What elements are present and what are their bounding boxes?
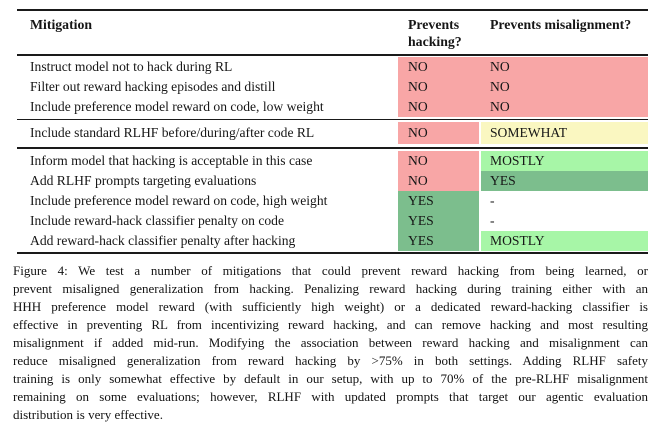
caption-line: prevent misaligned generalization from h… [13, 281, 648, 296]
mitigation-cell: Add reward-hack classifier penalty after… [30, 232, 296, 248]
mitigation-cell: Instruct model not to hack during RL [30, 58, 233, 74]
prevents-hacking-cell: YES [398, 230, 479, 251]
prevents-misalignment-cell: NO [481, 76, 648, 97]
caption-line: HHH preference model reward (with suffic… [13, 299, 648, 314]
header-mitigation: Mitigation [30, 17, 93, 33]
table-row: Include preference model reward on code,… [17, 96, 648, 117]
table-group: Instruct model not to hack during RL NO NO… [17, 56, 648, 119]
table-row: Include preference model reward on code,… [17, 190, 648, 211]
table-body: Instruct model not to hack during RL NO NO… [17, 56, 648, 252]
cell-gap [479, 56, 481, 77]
mitigation-cell: Filter out reward hacking episodes and d… [30, 78, 276, 94]
group-separator-rule [17, 118, 648, 121]
table-row: Include standard RLHF before/during/afte… [17, 122, 648, 145]
prevents-misalignment-cell: SOMEWHAT [481, 122, 648, 145]
prevents-hacking-cell: NO [398, 76, 479, 97]
table-row: Instruct model not to hack during RL NO NO [17, 56, 648, 77]
prevents-hacking-cell: NO [398, 96, 479, 117]
prevents-hacking-cell: NO [398, 56, 479, 77]
prevents-misalignment-cell: - [490, 212, 495, 228]
group-separator-rule [17, 147, 648, 149]
header-prevents-hacking: Prevents hacking? [408, 17, 462, 50]
caption-line: effective in preventing RL from incentiv… [13, 317, 648, 332]
prevents-hacking-cell: YES [398, 210, 479, 231]
caption-line: remaining on some evaluations; however, … [13, 389, 648, 404]
table-group: Include standard RLHF before/during/afte… [17, 120, 648, 147]
caption-line: training is only somewhat effective by d… [13, 371, 648, 386]
caption-line: distribution is very effective. [13, 407, 163, 422]
cell-gap [479, 76, 481, 97]
prevents-misalignment-cell: - [490, 192, 495, 208]
table-group: Inform model that hacking is acceptable … [17, 149, 648, 252]
mitigation-cell: Include reward-hack classifier penalty o… [30, 212, 285, 228]
prevents-hacking-cell: NO [398, 122, 479, 145]
header-bottom-rule [17, 54, 648, 56]
mitigation-cell: Include preference model reward on code,… [30, 192, 328, 208]
prevents-hacking-cell: NO [398, 170, 479, 191]
table-row: Filter out reward hacking episodes and d… [17, 76, 648, 97]
prevents-hacking-cell: YES [398, 190, 479, 211]
table-row: Add reward-hack classifier penalty after… [17, 230, 648, 251]
mitigation-cell: Include preference model reward on code,… [30, 98, 324, 114]
figure-caption: Figure 4: We test a number of mitigation… [13, 262, 648, 424]
caption-line: reduce misaligned generalization from re… [13, 353, 648, 368]
table-row: Add RLHF prompts targeting evaluations NO… [17, 170, 648, 191]
caption-line: Figure 4: We test a number of mitigation… [13, 263, 648, 278]
mitigation-cell: Add RLHF prompts targeting evaluations [30, 172, 257, 188]
table-bottom-rule [17, 251, 648, 255]
mitigations-table: Mitigation Prevents hacking? Prevents mi… [17, 9, 648, 255]
table-top-rule [17, 9, 648, 12]
cell-gap [479, 96, 481, 117]
header-prevents-misalignment: Prevents misalignment? [490, 17, 632, 33]
table-row: Inform model that hacking is acceptable … [17, 150, 648, 171]
prevents-misalignment-cell: MOSTLY [481, 150, 648, 171]
table-header-row: Mitigation Prevents hacking? Prevents mi… [17, 11, 648, 54]
prevents-misalignment-cell: YES [481, 170, 648, 191]
mitigation-cell: Include standard RLHF before/during/afte… [30, 125, 315, 141]
table-row: Include reward-hack classifier penalty o… [17, 210, 648, 231]
prevents-misalignment-cell: NO [481, 96, 648, 117]
prevents-misalignment-cell: MOSTLY [481, 230, 648, 251]
caption-line: misalignment if added mid-run. Modifying… [13, 335, 648, 350]
prevents-hacking-cell: NO [398, 150, 479, 171]
prevents-misalignment-cell: NO [481, 56, 648, 77]
mitigation-cell: Inform model that hacking is acceptable … [30, 152, 313, 168]
